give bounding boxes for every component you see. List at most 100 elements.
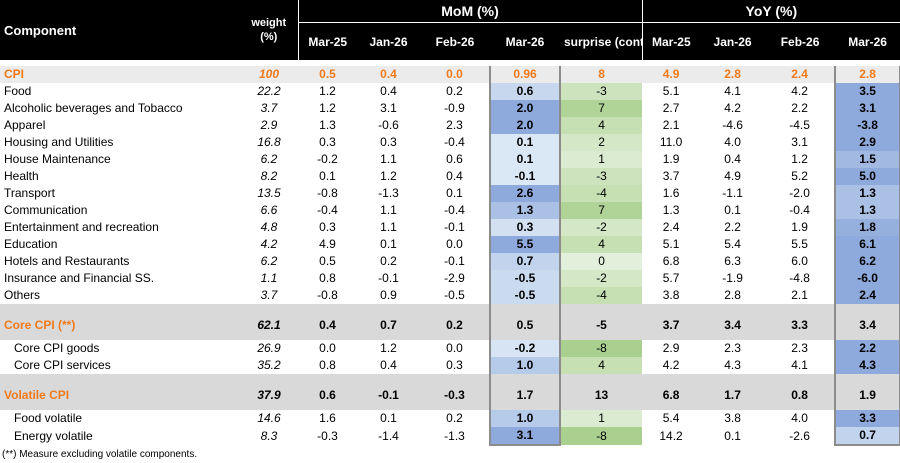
yoy-value: 2.2 xyxy=(724,220,741,234)
weight: 16.8 xyxy=(257,135,281,149)
mom-value: 1.0 xyxy=(489,357,561,374)
yoy-value: 11.0 xyxy=(659,135,683,149)
yoy-value: 4.0 xyxy=(724,135,741,149)
yoy-value: 5.5 xyxy=(791,237,808,251)
mom-value: 0.9 xyxy=(380,288,397,302)
mom-value: 0.0 xyxy=(420,66,490,83)
row-label: Others xyxy=(4,288,41,302)
yoy-value: 2.8 xyxy=(724,288,741,302)
yoy-value: 1.9 xyxy=(791,220,808,234)
yoy-value: 2.9 xyxy=(662,341,680,355)
mom-value: 0.5 xyxy=(298,66,357,83)
yoy-value: 6.2 xyxy=(834,253,900,270)
yoy-value: 2.1 xyxy=(662,118,680,132)
yoy-value: 1.3 xyxy=(834,185,900,202)
mom-value: 0.1 xyxy=(489,151,561,168)
mom-value: 1.3 xyxy=(489,202,561,219)
mom-value: 4.9 xyxy=(319,237,336,251)
surprise-value: 4 xyxy=(560,236,643,253)
yoy-value: 2.8 xyxy=(834,66,900,83)
mom-value: 0.6 xyxy=(489,83,561,100)
mom-value: 1.7 xyxy=(489,374,561,410)
mom-period-header: Mar-25 xyxy=(297,22,357,60)
yoy-value: 0.4 xyxy=(724,152,741,166)
yoy-value: 3.3 xyxy=(765,304,836,340)
item-row: Food volatile 14.6 1.6 0.1 0.2 1.0 1 5.4 3.8 4.0 3… xyxy=(0,410,900,427)
weight: 1.1 xyxy=(260,271,278,285)
item-row: Communication 6.6 -0.4 1.1 -0.4 1.3 7 1.3 0.1 -0.… xyxy=(0,202,900,219)
mom-period-header: Mar-26 xyxy=(490,22,560,60)
yoy-period-header: Feb-26 xyxy=(765,22,836,60)
yoy-value: 4.3 xyxy=(834,357,900,374)
item-row: Others 3.7 -0.8 0.9 -0.5 -0.5 -4 3.8 2.8 2.1 2.4 xyxy=(0,287,900,304)
yoy-value: 5.4 xyxy=(724,237,741,251)
item-row: Apparel 2.9 1.3 -0.6 2.3 2.0 4 2.1 -4.6 -4.5 -3.8 xyxy=(0,117,900,134)
yoy-period-header: Jan-26 xyxy=(700,22,766,60)
mom-value: 0.1 xyxy=(380,411,397,425)
weight: 2.9 xyxy=(260,118,278,132)
mom-value: 1.1 xyxy=(380,220,397,234)
weight: 37.9 xyxy=(240,374,298,410)
mom-value: 0.4 xyxy=(380,358,397,372)
weight: 62.1 xyxy=(240,304,298,340)
mom-value: 0.0 xyxy=(446,341,463,355)
yoy-value: 6.3 xyxy=(724,254,741,268)
footnote: (**) Measure excluding volatile componen… xyxy=(2,449,198,460)
mom-value: -1.3 xyxy=(378,186,399,200)
mom-value: 0.7 xyxy=(357,304,420,340)
surprise-value: -3 xyxy=(560,168,643,185)
mom-value: -0.4 xyxy=(444,135,465,149)
yoy-value: 4.2 xyxy=(724,101,741,115)
yoy-value: 4.2 xyxy=(662,358,680,372)
row-label: Food xyxy=(4,84,32,98)
mom-value: 0.2 xyxy=(420,304,490,340)
mom-value: 0.3 xyxy=(319,135,336,149)
yoy-value: 2.3 xyxy=(724,341,741,355)
yoy-value: -2.6 xyxy=(789,428,810,443)
weight: 4.8 xyxy=(260,220,278,234)
mom-value: -0.1 xyxy=(489,168,561,185)
yoy-value: 14.2 xyxy=(659,428,683,443)
yoy-value: 4.1 xyxy=(724,84,741,98)
surprise-value: 2 xyxy=(560,134,643,151)
item-row: Transport 13.5 -0.8 -1.3 0.1 2.6 -4 1.6 -1.1 -2.0… xyxy=(0,185,900,202)
mom-value: 0.3 xyxy=(446,358,463,372)
row-label: Energy volatile xyxy=(14,428,93,443)
surprise-value: -4 xyxy=(560,185,643,202)
weight: 35.2 xyxy=(257,358,281,372)
item-row: Food 22.2 1.2 0.4 0.2 0.6 -3 5.1 4.1 4.2 3.5 xyxy=(0,83,900,100)
item-row: Entertainment and recreation 4.8 0.3 1.1 -0.… xyxy=(0,219,900,236)
item-row: Education 4.2 4.9 0.1 0.0 5.5 4 5.1 5.4 5.5 6.1 xyxy=(0,236,900,253)
yoy-value: 2.9 xyxy=(834,134,900,151)
yoy-value: -0.4 xyxy=(789,203,810,217)
yoy-value: 0.1 xyxy=(724,428,741,443)
mom-value: 1.1 xyxy=(380,152,397,166)
total-row: Core CPI (**) 62.1 0.4 0.7 0.2 0.5 -5 3.7 3.4 3.3… xyxy=(0,304,900,340)
row-label: House Maintenance xyxy=(4,152,111,166)
mom-value: 0.0 xyxy=(319,341,336,355)
mom-value: 2.6 xyxy=(489,185,561,202)
item-row: Housing and Utilities 16.8 0.3 0.3 -0.4 0.1 2 1… xyxy=(0,134,900,151)
yoy-period-header: Mar-25 xyxy=(641,22,701,60)
mom-value: 5.5 xyxy=(489,236,561,253)
mom-value: 0.3 xyxy=(489,219,561,236)
item-row: Hotels and Restaurants 6.2 0.5 0.2 -0.1 0.7 0 6… xyxy=(0,253,900,270)
surprise-value: 8 xyxy=(560,66,643,83)
mom-value: -0.9 xyxy=(444,101,465,115)
yoy-value: 1.7 xyxy=(700,374,766,410)
yoy-value: 0.8 xyxy=(765,374,836,410)
mom-value: -1.3 xyxy=(444,428,465,443)
weight: 3.7 xyxy=(260,101,278,115)
mom-value: -0.3 xyxy=(420,374,490,410)
mom-value: 0.8 xyxy=(319,271,336,285)
row-label: Core CPI goods xyxy=(14,341,100,355)
row-label: Housing and Utilities xyxy=(4,135,114,149)
yoy-value: 1.6 xyxy=(662,186,680,200)
surprise-value: 7 xyxy=(560,202,643,219)
weight: 13.5 xyxy=(257,186,281,200)
yoy-value: 3.5 xyxy=(834,83,900,100)
yoy-value: 3.4 xyxy=(700,304,766,340)
mom-value: 0.7 xyxy=(489,253,561,270)
